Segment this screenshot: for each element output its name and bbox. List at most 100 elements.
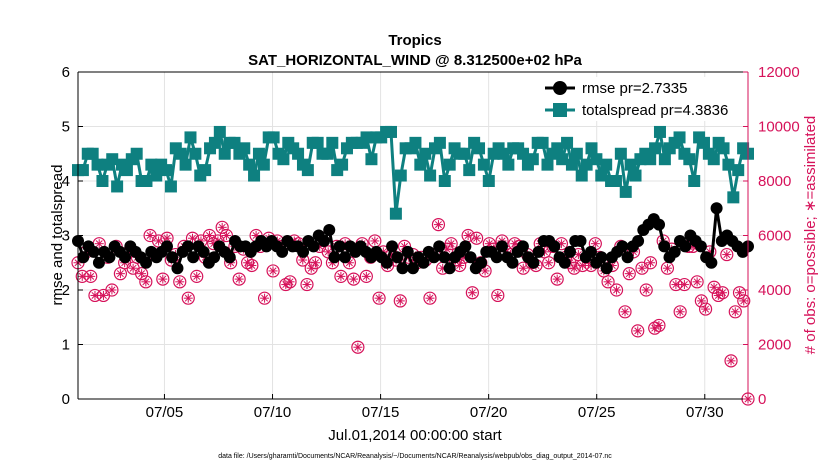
totalspread-point xyxy=(160,164,173,177)
totalspread-point xyxy=(218,147,231,160)
rmse-point xyxy=(532,245,545,258)
rmse-point xyxy=(632,234,645,247)
totalspread-point xyxy=(600,158,613,171)
totalspread-point xyxy=(91,158,104,171)
rmse-series xyxy=(72,202,754,275)
legend-rmse-label: rmse pr=2.7335 xyxy=(582,80,687,97)
obs-point xyxy=(181,291,195,305)
obs-point xyxy=(173,275,187,289)
rmse-point xyxy=(495,240,508,253)
obs-point xyxy=(542,256,556,270)
totalspread-point xyxy=(644,153,657,166)
totalspread-point xyxy=(238,142,251,155)
rmse-point xyxy=(187,251,200,264)
rmse-point xyxy=(427,251,440,264)
totalspread-point xyxy=(164,180,177,193)
obs-point xyxy=(652,318,666,333)
totalspread-point xyxy=(189,147,202,160)
obs-point xyxy=(143,228,157,243)
totalspread-point xyxy=(174,147,187,160)
totalspread-point xyxy=(732,164,745,177)
totalspread-point xyxy=(463,164,476,177)
totalspread-point xyxy=(184,131,197,144)
obs-point xyxy=(96,288,111,303)
x-tick-label: 07/30 xyxy=(686,404,724,421)
rmse-point xyxy=(658,240,671,253)
totalspread-point xyxy=(301,164,314,177)
rmse-point xyxy=(558,256,571,269)
rmse-point xyxy=(506,256,519,269)
rmse-point xyxy=(208,251,221,264)
totalspread-point xyxy=(419,147,432,160)
rmse-point xyxy=(166,251,179,264)
obs-point xyxy=(737,294,751,308)
y-axis-right-label: # of obs: o=possible; ∗=assimilated xyxy=(802,116,819,355)
obs-point xyxy=(372,291,386,305)
obs-point xyxy=(257,291,272,305)
rmse-point xyxy=(181,240,194,253)
totalspread-point xyxy=(556,153,569,166)
y-right-tick-label: 2000 xyxy=(758,337,791,354)
rmse-point xyxy=(694,240,707,253)
obs-point xyxy=(156,272,170,286)
obs-point xyxy=(660,261,675,275)
obs-point xyxy=(245,258,259,273)
totalspread-point xyxy=(140,175,153,187)
rmse-point xyxy=(386,240,399,253)
rmse-point xyxy=(171,262,184,275)
y-right-tick-label: 12000 xyxy=(758,64,800,81)
totalspread-point xyxy=(248,169,261,182)
totalspread-point xyxy=(541,158,554,171)
obs-point xyxy=(631,324,645,338)
totalspread-point xyxy=(111,180,124,193)
rmse-point xyxy=(584,245,597,258)
y-tick-label: 0 xyxy=(62,391,70,408)
obs-point xyxy=(491,288,505,303)
totalspread-point xyxy=(277,153,290,166)
obs-point xyxy=(126,261,140,275)
totalspread-point xyxy=(673,131,686,144)
y-right-tick-label: 0 xyxy=(758,391,766,408)
totalspread-point xyxy=(482,175,495,187)
totalspread-point xyxy=(609,175,622,187)
obs-point xyxy=(368,234,382,248)
rmse-point xyxy=(323,224,336,237)
obs-point xyxy=(359,269,373,283)
obs-point xyxy=(300,277,314,292)
obs-point xyxy=(266,264,280,278)
obs-point xyxy=(351,340,365,354)
rmse-point xyxy=(87,245,100,258)
obs-point xyxy=(677,277,691,292)
totalspread-point xyxy=(717,142,730,155)
rmse-point xyxy=(92,256,105,269)
rmse-point xyxy=(333,240,346,253)
totalspread-point xyxy=(688,175,701,187)
rmse-point xyxy=(197,245,210,258)
y-axis-label: rmse and totalspread xyxy=(49,165,66,306)
obs-point xyxy=(639,283,653,297)
x-tick-label: 07/20 xyxy=(470,404,508,421)
totalspread-point xyxy=(570,147,583,160)
rmse-point xyxy=(668,245,681,258)
obs-point xyxy=(219,228,234,243)
obs-point xyxy=(622,267,636,281)
rmse-point xyxy=(417,256,430,269)
x-tick-label: 07/15 xyxy=(362,404,400,421)
totalspread-point xyxy=(243,158,256,171)
totalspread-point xyxy=(252,147,265,160)
obs-point xyxy=(635,261,649,275)
legend-spread-marker xyxy=(553,103,567,117)
totalspread-point xyxy=(228,136,241,149)
totalspread-point xyxy=(565,158,578,171)
y-tick-label: 4 xyxy=(62,173,70,190)
obs-point xyxy=(139,275,153,289)
rmse-point xyxy=(621,251,634,264)
x-tick-label: 07/10 xyxy=(254,404,292,421)
totalspread-point xyxy=(120,164,133,177)
obs-point xyxy=(516,261,530,275)
obs-point xyxy=(283,275,297,289)
totalspread-point xyxy=(394,169,407,182)
obs-point xyxy=(618,305,632,319)
rmse-point xyxy=(679,240,692,253)
